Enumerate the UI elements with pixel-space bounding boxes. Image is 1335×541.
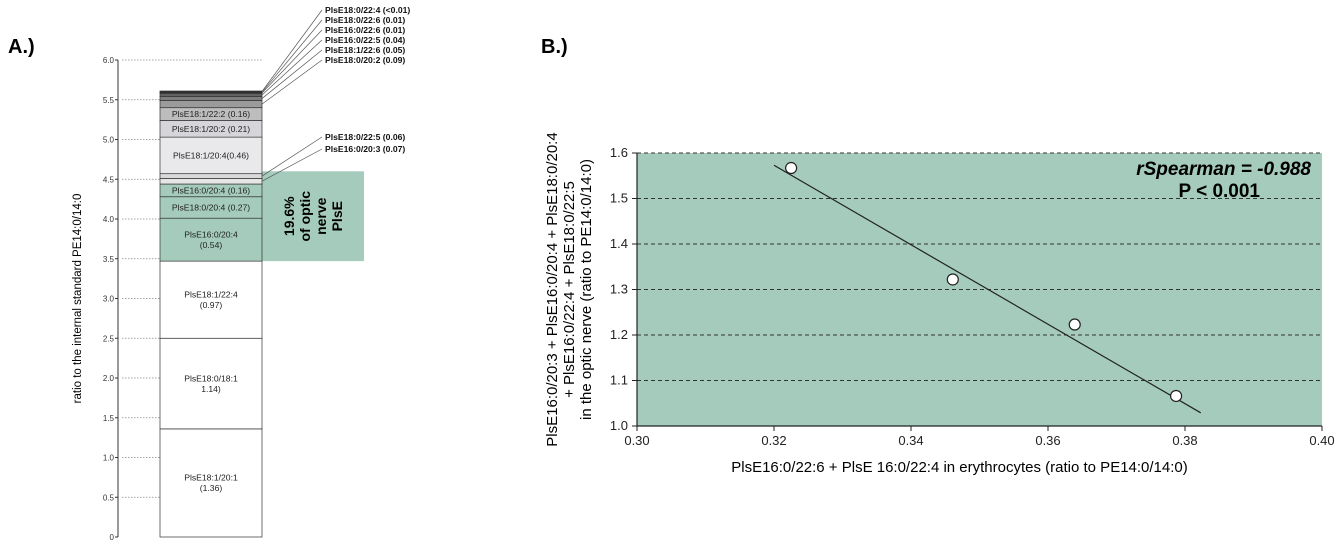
segment-label: PlsE16:0/20:4 <box>184 229 238 239</box>
y-tick-label: 1.5 <box>610 191 628 206</box>
callout-leader <box>261 148 323 182</box>
segment-label: (0.97) <box>200 300 223 310</box>
y-tick-label: 1.6 <box>610 145 628 160</box>
callout-leader <box>261 59 323 105</box>
bar-segment <box>159 100 263 109</box>
annotation-line: nerve <box>313 197 329 235</box>
data-point <box>785 161 798 175</box>
segment-label: PlsE18:1/20:4(0.46) <box>173 150 249 160</box>
y-tick-label: 2.0 <box>103 374 115 383</box>
y-axis-label-line: + PlsE16:0/22:4 + PlsE18:0/22:5 <box>561 181 578 398</box>
data-point <box>946 273 959 286</box>
callout-label: PlsE16:0/22:6 (0.01) <box>325 25 405 35</box>
y-tick-label: 1.5 <box>103 414 115 423</box>
callout-leader <box>261 49 323 99</box>
segment-label: PlsE18:1/22:2 (0.16) <box>172 109 250 119</box>
bar-segment <box>159 428 263 538</box>
segment-labels: PlsE18:1/20:1(1.36) PlsE18:0/18:11.14) Pls… <box>172 109 250 493</box>
y-tick-label: 5.0 <box>103 136 115 145</box>
bar-segment <box>159 90 263 93</box>
axes <box>636 153 1322 427</box>
y-axis-label-line: PlsE16:0/20:3 + PlsE16:0/20:4 + PlsE18:0… <box>544 132 561 446</box>
bar-segment <box>159 178 263 185</box>
annotation-line: PlsE <box>329 201 345 231</box>
segment-label: PlsE18:0/20:4 (0.27) <box>172 202 250 212</box>
bar-segment <box>159 93 263 97</box>
callout-label: PlsE18:1/22:6 (0.05) <box>325 45 405 55</box>
callout-leader <box>261 136 323 177</box>
bar-segment <box>159 337 263 430</box>
x-tick-label: 0.32 <box>761 433 786 448</box>
y-tick-label: 1.3 <box>610 282 628 297</box>
callout-label: PlsE18:0/20:2 (0.09) <box>325 55 405 65</box>
panel-a-label: A.) <box>8 36 35 58</box>
y-tick-label: 5.5 <box>103 96 115 105</box>
bar-segment <box>159 136 263 175</box>
segment-label: PlsE18:1/20:2 (0.21) <box>172 124 250 134</box>
callout-label: PlsE16:0/22:5 (0.04) <box>325 35 405 45</box>
stacked-column-chart: 0 0.5 1.0 1.5 2.0 2.5 3.0 3.5 4.0 4.5 5.0 5.5 6.0 ra… <box>72 5 410 541</box>
y-axis-label: ratio to the internal standard PE14:0/14… <box>72 194 84 404</box>
y-tick-label: 1.4 <box>610 236 628 251</box>
y-tick-label: 0.5 <box>103 493 115 502</box>
callout-label: PlsE18:0/22:6 (0.01) <box>325 15 405 25</box>
y-tick-label: 2.5 <box>103 334 115 343</box>
bar-segment <box>159 96 263 101</box>
callout-labels: PlsE18:0/22:4 (<0.01)PlsE18:0/22:6 (0.01… <box>261 5 410 182</box>
x-tick-label: 0.34 <box>898 433 923 448</box>
segment-label: (1.36) <box>200 483 223 493</box>
y-tick-label: 6.0 <box>103 56 115 65</box>
highlight-annotation: 19.6% of optic nerve PlsE <box>281 191 345 242</box>
segment-label: PlsE18:0/18:1 <box>184 373 238 383</box>
segment-label: PlsE18:1/20:1 <box>184 473 238 483</box>
x-tick-label: 0.40 <box>1309 433 1334 448</box>
panel-b-label: B.) <box>541 36 568 58</box>
callout-leader <box>261 29 323 94</box>
bar-segment <box>159 260 263 339</box>
stacked-segments <box>159 90 263 538</box>
callout-label: PlsE16:0/20:3 (0.07) <box>325 144 405 154</box>
scatter-chart: 1.01.11.21.31.41.51.6 0.30 0.32 0.34 0.36 0.… <box>544 132 1335 476</box>
x-tick-label: 0.38 <box>1172 433 1197 448</box>
data-point <box>1169 389 1183 403</box>
segment-label: PlsE16:0/20:4 (0.16) <box>172 185 250 195</box>
callout-label: PlsE18:0/22:4 (<0.01) <box>325 5 410 15</box>
y-tick-label: 1.1 <box>610 373 628 388</box>
annotation-line: of optic <box>297 191 313 242</box>
y-tick-label: 3.5 <box>103 255 115 264</box>
annotation-line: 19.6% <box>281 196 297 236</box>
segment-label: 1.14) <box>201 384 221 394</box>
y-axis-label-line: in the optic nerve (ratio to PE14:0/14:0… <box>578 159 595 420</box>
data-points <box>785 161 1183 403</box>
data-point <box>1068 318 1081 331</box>
y-tick-labels: 0 0.5 1.0 1.5 2.0 2.5 3.0 3.5 4.0 4.5 5.0 5.5 6.0 <box>103 56 115 541</box>
y-tick-label: 4.0 <box>103 215 115 224</box>
y-tick-label: 1.0 <box>610 418 628 433</box>
y-tick-label: 3.0 <box>103 295 115 304</box>
y-axis-label: PlsE16:0/20:3 + PlsE16:0/20:4 + PlsE18:0… <box>544 132 595 446</box>
x-tick-label: 0.36 <box>1035 433 1060 448</box>
bar-segment <box>159 173 263 179</box>
y-tick-label: 4.5 <box>103 175 115 184</box>
y-tick-label: 1.0 <box>103 454 115 463</box>
callout-leader <box>261 9 323 92</box>
regression-line <box>773 164 1202 414</box>
callout-leader <box>261 19 323 93</box>
y-tick-label: 1.2 <box>610 327 628 342</box>
spearman-annotation: rSpearman = -0.988 <box>1136 159 1311 180</box>
x-axis-label: PlsE16:0/22:6 + PlsE 16:0/22:4 in erythr… <box>731 459 1188 476</box>
x-tick-label: 0.30 <box>624 433 649 448</box>
y-tick-label: 0 <box>110 533 115 541</box>
segment-label: PlsE18:1/22:4 <box>184 289 238 299</box>
callout-label: PlsE18:0/22:5 (0.06) <box>325 132 405 142</box>
callout-leader <box>261 39 323 96</box>
y-tick-labels: 1.0 1.1 1.2 1.3 1.4 1.5 1.6 <box>610 145 628 433</box>
segment-label: (0.54) <box>200 240 223 250</box>
p-value-annotation: P < 0.001 <box>1178 181 1260 202</box>
y-gridlines <box>632 152 1323 431</box>
x-tick-labels: 0.30 0.32 0.34 0.36 0.38 0.40 <box>624 433 1334 448</box>
